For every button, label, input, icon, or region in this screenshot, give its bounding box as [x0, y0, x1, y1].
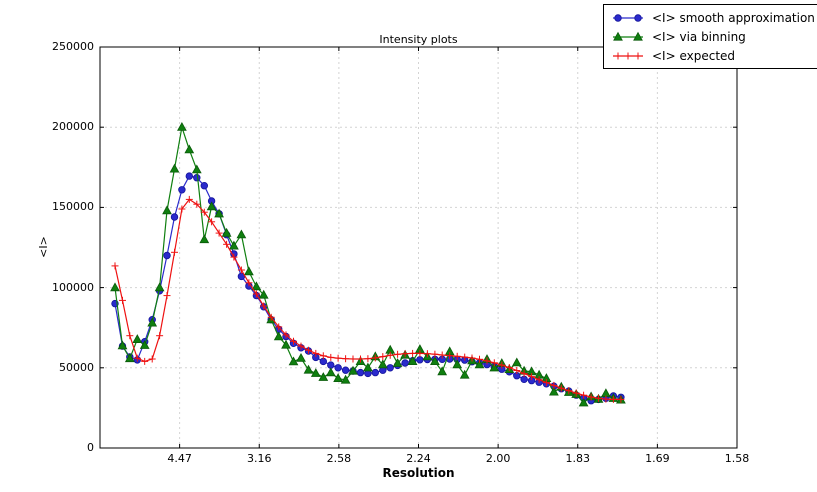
y-tick-label: 200000 — [52, 120, 94, 134]
legend: <I> smooth approximation <I> via binning <… — [603, 4, 817, 69]
x-tick-label: 1.58 — [724, 452, 750, 465]
legend-swatch-triangle-icon — [613, 31, 643, 41]
x-tick-label: 2.24 — [406, 452, 431, 465]
chart-title: Intensity plots — [379, 33, 458, 46]
series-markers-i-via-binning — [110, 121, 626, 407]
legend-item-label: <I> smooth approximation — [652, 10, 815, 25]
legend-swatch-circle-icon — [613, 13, 643, 22]
legend-swatch-plus-icon — [613, 52, 643, 59]
legend-item: <I> expected — [611, 46, 815, 65]
y-tick-label: 250000 — [52, 40, 94, 53]
y-axis-label: <I> — [37, 236, 50, 258]
x-tick-label: 1.83 — [565, 452, 591, 465]
y-tick-label: 50000 — [59, 360, 94, 374]
legend-item-label: <I> expected — [652, 48, 736, 63]
x-tick-label: 3.16 — [247, 452, 272, 465]
y-tick-label: 100000 — [52, 280, 94, 294]
y-tick-label: 150000 — [52, 200, 94, 214]
legend-item: <I> smooth approximation — [611, 8, 815, 27]
y-tick-label: 0 — [87, 441, 94, 454]
x-tick-label: 4.47 — [167, 452, 192, 465]
x-tick-label: 2.00 — [485, 452, 511, 465]
series-markers-i-expected — [111, 195, 625, 403]
x-tick-label: 1.69 — [645, 452, 670, 465]
x-axis-label: Resolution — [382, 466, 455, 480]
x-tick-label: 2.58 — [326, 452, 352, 465]
legend-item: <I> via binning — [611, 27, 815, 46]
legend-item-label: <I> via binning — [652, 29, 746, 44]
